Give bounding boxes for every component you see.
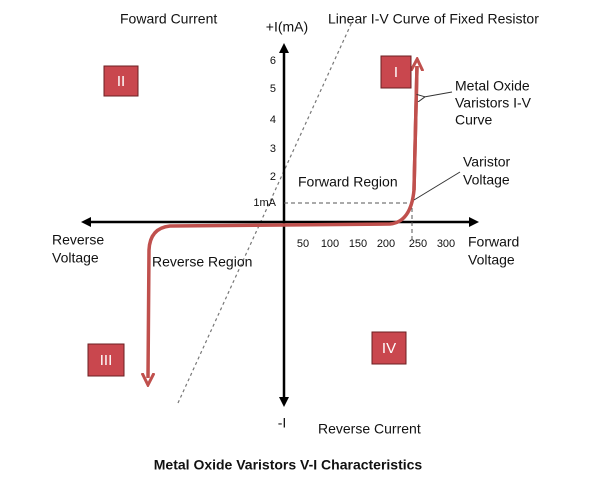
label: Forward bbox=[468, 234, 519, 250]
label: Forward Region bbox=[298, 174, 398, 190]
y-tick-label: 2 bbox=[270, 171, 276, 183]
x-tick-label: 200 bbox=[377, 238, 395, 250]
quadrant-label: II bbox=[117, 73, 125, 90]
varistor-curve bbox=[414, 66, 417, 191]
quadrant-label: IV bbox=[382, 340, 396, 357]
label: Varistors I-V bbox=[455, 95, 532, 111]
y-tick-label: 4 bbox=[270, 114, 276, 126]
diagram-title: Metal Oxide Varistors V-I Characteristic… bbox=[154, 457, 423, 473]
x-tick-label: 150 bbox=[349, 238, 367, 250]
label: Curve bbox=[455, 112, 493, 128]
label: Foward Current bbox=[120, 11, 217, 27]
varistor-curve bbox=[148, 65, 419, 378]
quadrant-label: III bbox=[100, 352, 113, 369]
x-tick-label: 300 bbox=[437, 238, 455, 250]
label: Reverse Region bbox=[152, 254, 252, 270]
x-tick-label: 250 bbox=[409, 238, 427, 250]
y-tick-label: 3 bbox=[270, 143, 276, 155]
label: -I bbox=[278, 415, 287, 431]
y-tick-label: 1mA bbox=[253, 197, 276, 209]
y-tick-label: 6 bbox=[270, 55, 276, 67]
label: +I(mA) bbox=[266, 19, 308, 35]
label: Voltage bbox=[52, 250, 99, 266]
quadrant-box bbox=[103, 65, 139, 97]
x-tick-label: 50 bbox=[297, 238, 309, 250]
label: Varistor bbox=[463, 154, 511, 170]
quadrant-label: I bbox=[394, 64, 398, 81]
quadrant-box bbox=[380, 55, 412, 89]
quadrant-box bbox=[87, 343, 125, 377]
label: Reverse Current bbox=[318, 421, 421, 437]
y-tick-label: 5 bbox=[270, 83, 276, 95]
resistor-line bbox=[177, 21, 353, 404]
label: Metal Oxide bbox=[455, 78, 530, 94]
leader-line bbox=[424, 91, 453, 97]
label: Voltage bbox=[463, 172, 510, 188]
x-tick-label: 100 bbox=[321, 238, 339, 250]
label: Voltage bbox=[468, 252, 515, 268]
label: Reverse bbox=[52, 232, 104, 248]
quadrant-box bbox=[371, 331, 407, 365]
label: Linear I-V Curve of Fixed Resistor bbox=[328, 11, 539, 27]
leader-line bbox=[413, 171, 461, 201]
